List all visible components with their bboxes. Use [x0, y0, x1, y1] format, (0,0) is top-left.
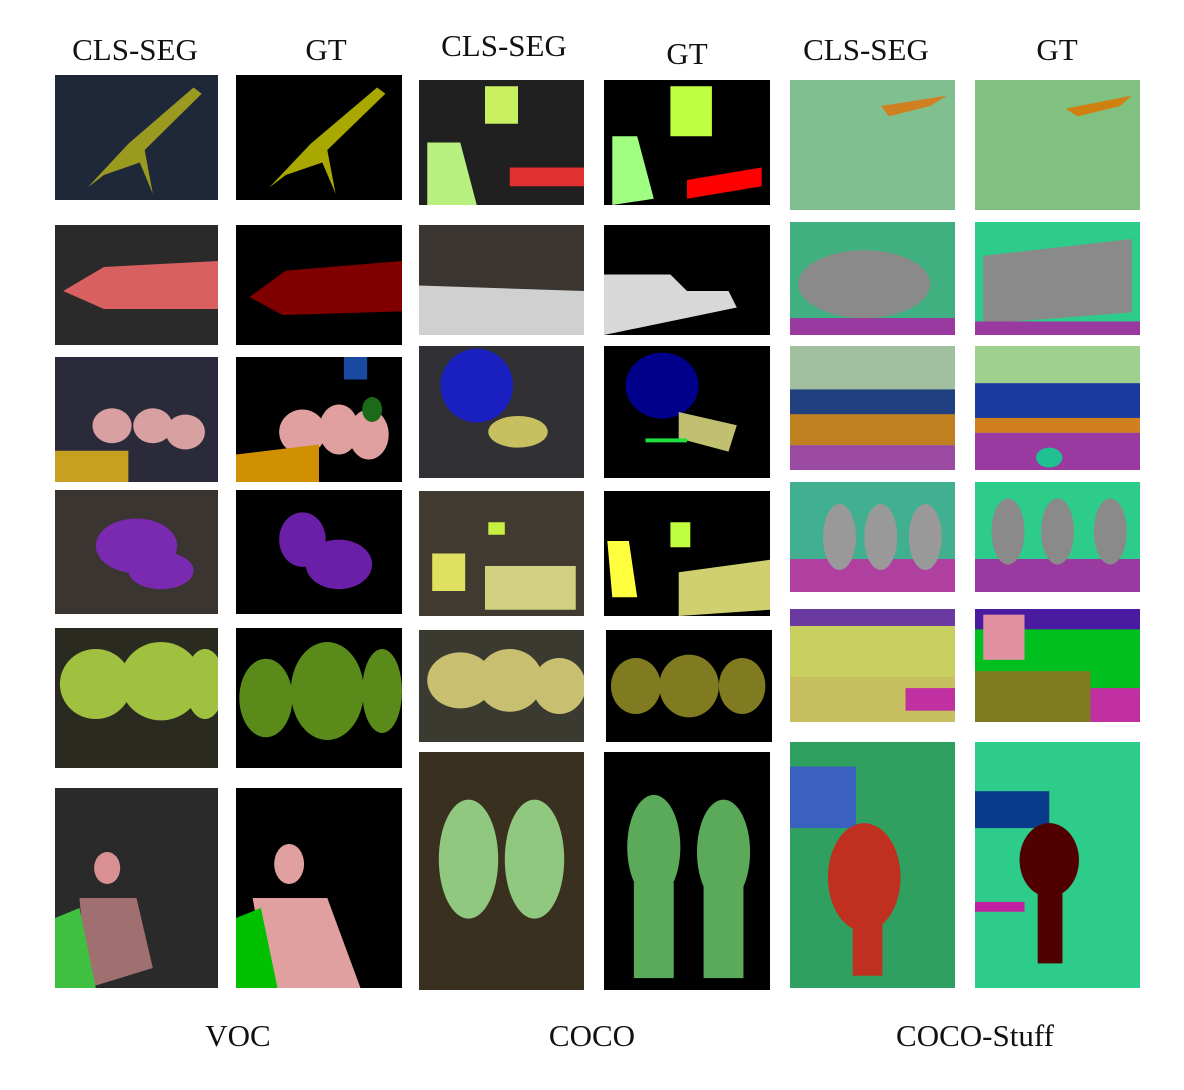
stuff-gt-zebras-image — [975, 482, 1140, 592]
segmentation-mask — [790, 504, 955, 592]
voc-gt-cows-image — [236, 628, 402, 768]
coco-gt-bed-image — [604, 225, 770, 335]
coco-cls-living-image — [419, 491, 584, 616]
segmentation-mask — [427, 649, 584, 714]
header-voc-gt: GT — [305, 32, 347, 67]
segmentation-mask — [604, 274, 737, 335]
stuff-cls-room-image — [790, 609, 955, 722]
voc-gt-dog-image — [236, 490, 402, 614]
header-coco-gt: GT — [666, 36, 708, 71]
segmentation-mask — [427, 86, 584, 205]
voc-cls-cows-image — [55, 628, 218, 768]
voc-cls-dog-image — [55, 490, 218, 614]
stuff-cls-city-image — [790, 346, 955, 470]
dataset-label-coco-stuff: COCO-Stuff — [896, 1018, 1054, 1053]
segmentation-mask — [790, 766, 901, 976]
voc-cls-people-image — [55, 357, 218, 482]
header-coco-cls-seg: CLS-SEG — [441, 28, 567, 63]
voc-cls-bird-image — [55, 75, 218, 200]
coco-cls-sheep-image — [419, 630, 584, 742]
segmentation-mask — [269, 87, 386, 194]
coco-gt-zebra-image — [604, 752, 770, 990]
voc-gt-person-image — [236, 788, 402, 988]
segmentation-mask — [625, 352, 737, 452]
voc-cls-plane-image — [55, 225, 218, 345]
voc-gt-bird-image — [236, 75, 402, 200]
segmentation-mask — [612, 86, 762, 205]
coco-cls-bed-image — [419, 225, 584, 335]
segmentation-mask — [59, 642, 218, 721]
segmentation-mask — [627, 794, 751, 979]
segmentation-mask — [279, 512, 373, 590]
segmentation-mask — [975, 383, 1140, 470]
segmentation-mask — [55, 408, 205, 482]
coco-cls-tv-image — [419, 80, 584, 205]
stuff-gt-elephants-image — [975, 222, 1140, 335]
segmentation-mask — [239, 642, 402, 740]
dataset-label-coco: COCO — [548, 1018, 636, 1053]
header-cocostuff-gt: GT — [1036, 32, 1078, 67]
segmentation-mask — [236, 844, 361, 988]
coco-gt-sheep-image — [606, 630, 772, 742]
voc-cls-person-image — [55, 788, 218, 988]
segmentation-mask — [438, 799, 565, 919]
segmentation-mask — [790, 389, 955, 470]
segmentation-mask — [1065, 95, 1132, 117]
stuff-gt-city-image — [975, 346, 1140, 470]
voc-gt-people-image — [236, 357, 402, 482]
coco-gt-living-image — [604, 491, 770, 616]
segmentation-mask — [790, 609, 955, 722]
segmentation-mask — [95, 518, 194, 590]
stuff-gt-hydrant-image — [975, 742, 1140, 988]
segmentation-mask — [790, 250, 955, 335]
segmentation-mask — [440, 348, 548, 448]
stuff-cls-zebras-image — [790, 482, 955, 592]
stuff-gt-room-image — [975, 609, 1140, 722]
voc-gt-plane-image — [236, 225, 402, 345]
segmentation-mask — [55, 852, 153, 988]
header-voc-cls-seg: CLS-SEG — [72, 32, 198, 67]
coco-cls-skier-image — [419, 346, 584, 478]
segmentation-mask — [880, 95, 947, 117]
segmentation-mask — [607, 522, 770, 616]
dataset-label-voc: VOC — [205, 1018, 271, 1053]
segmentation-mask — [975, 498, 1140, 592]
stuff-cls-plane-image — [790, 80, 955, 210]
coco-gt-skier-image — [604, 346, 770, 478]
segmentation-mask — [87, 87, 202, 194]
segmentation-mask — [419, 285, 584, 335]
stuff-cls-hydrant-image — [790, 742, 955, 988]
segmentation-mask — [975, 609, 1140, 722]
header-cocostuff-cls-seg: CLS-SEG — [803, 32, 929, 67]
segmentation-mask — [249, 261, 402, 315]
segmentation-mask — [610, 654, 766, 718]
coco-gt-tv-image — [604, 80, 770, 205]
coco-cls-zebra-image — [419, 752, 584, 990]
segmentation-mask — [236, 357, 389, 482]
segmentation-mask — [63, 261, 218, 309]
stuff-gt-plane-image — [975, 80, 1140, 210]
stuff-cls-elephants-image — [790, 222, 955, 335]
segmentation-mask — [975, 791, 1079, 964]
segmentation-mask — [975, 238, 1140, 335]
segmentation-mask — [432, 522, 576, 610]
